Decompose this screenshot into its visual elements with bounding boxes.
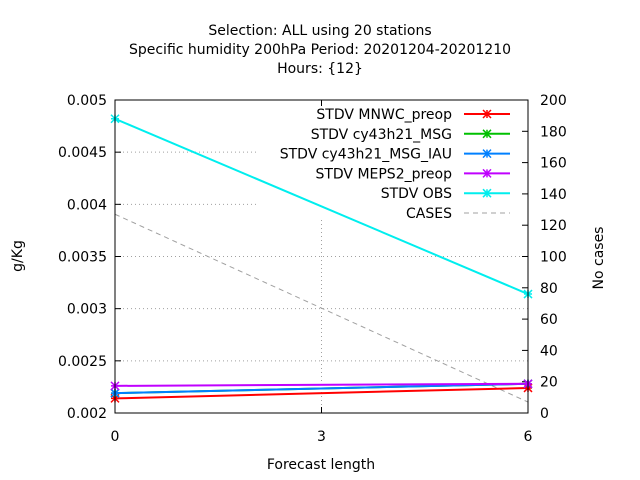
y2-tick-label: 40 (540, 343, 558, 359)
legend-label: CASES (406, 206, 452, 222)
y-tick-label: 0.0025 (58, 354, 107, 370)
y2-tick-label: 100 (540, 250, 567, 266)
y-tick-label: 0.005 (67, 93, 107, 109)
grid (115, 151, 528, 413)
y-axis-label: g/Kg (10, 240, 26, 272)
chart-title-line-2: Specific humidity 200hPa Period: 2020120… (129, 42, 511, 58)
y-tick-label: 0.0045 (58, 145, 107, 161)
legend-marker (482, 188, 492, 198)
legend-label: STDV MEPS2_preop (315, 166, 452, 182)
x-axis-label: Forecast length (267, 457, 375, 473)
series-line (114, 117, 529, 295)
legend-marker (482, 109, 492, 119)
series-line (114, 386, 529, 400)
y-tick-label: 0.004 (67, 197, 107, 213)
y-tick-label: 0.003 (67, 302, 107, 318)
y2-tick-label: 80 (540, 281, 558, 297)
legend-label: STDV cy43h21_MSG (311, 127, 452, 143)
plot-area-frame (114, 99, 529, 414)
legend-label: STDV cy43h21_MSG_IAU (280, 147, 452, 163)
y-tick-label: 0.002 (67, 406, 107, 422)
chart-title-line-1: Selection: ALL using 20 stations (208, 23, 431, 39)
legend-marker (482, 129, 492, 139)
y2-tick-label: 0 (540, 406, 549, 422)
series-line (114, 382, 529, 387)
y2-axis-label: No cases (591, 227, 607, 290)
y2-tick-label: 120 (540, 218, 567, 234)
y-tick-label: 0.0035 (58, 250, 107, 266)
y2-tick-label: 180 (540, 124, 567, 140)
y2-tick-label: 200 (540, 93, 567, 109)
y2-tick-label: 140 (540, 187, 567, 203)
legend-marker (482, 149, 492, 159)
chart-title-line-3: Hours: {12} (277, 61, 363, 77)
x-tick-label: 6 (524, 429, 533, 445)
ticks: 0.002 0.0025 0.003 0.0035 0.004 0.0045 0.005 0 2… (58, 93, 567, 445)
y2-tick-label: 20 (540, 375, 558, 391)
series-line (114, 382, 529, 395)
series-line (114, 213, 529, 403)
y2-tick-label: 160 (540, 156, 567, 172)
legend: STDV MNWC_preop STDV cy43h21_MSG STDV cy43… (280, 107, 510, 222)
legend-marker (482, 168, 492, 178)
y2-tick-label: 60 (540, 312, 558, 328)
x-tick-label: 0 (111, 429, 120, 445)
legend-label: STDV MNWC_preop (316, 107, 452, 123)
x-tick-label: 3 (317, 429, 326, 445)
legend-label: STDV OBS (381, 186, 452, 202)
